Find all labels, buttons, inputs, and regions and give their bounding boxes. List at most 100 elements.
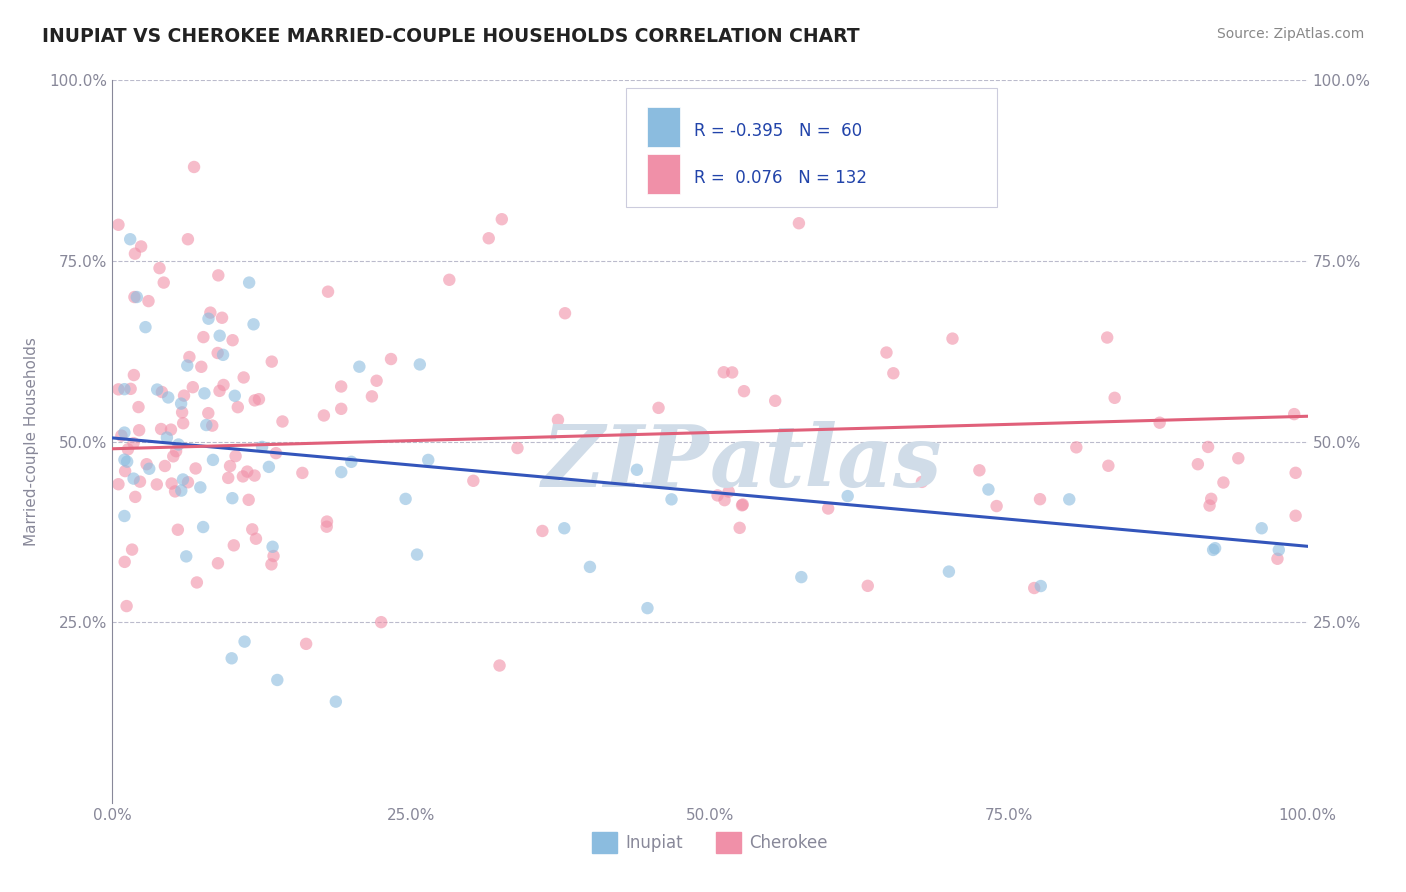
Point	[117, 442, 139, 457]
Text: ZIP: ZIP	[543, 421, 710, 505]
Point	[208, 384, 231, 398]
Point	[1197, 440, 1219, 454]
Point	[245, 532, 267, 546]
Point	[439, 273, 461, 287]
Point	[177, 232, 200, 246]
Point	[370, 615, 392, 630]
Point	[1029, 492, 1052, 507]
Point	[128, 400, 150, 414]
Point	[201, 418, 224, 433]
Point	[191, 520, 214, 534]
Point	[211, 310, 233, 325]
Point	[176, 359, 198, 373]
Point	[200, 305, 222, 319]
Point	[174, 549, 197, 564]
Point	[148, 261, 170, 276]
Point	[547, 413, 569, 427]
Point	[221, 651, 243, 665]
Point	[1227, 451, 1250, 466]
Point	[114, 452, 135, 467]
Point	[224, 389, 246, 403]
Point	[1285, 508, 1308, 523]
Point	[156, 431, 179, 445]
FancyBboxPatch shape	[627, 87, 997, 207]
Point	[1199, 491, 1222, 506]
Point	[406, 548, 429, 562]
Point	[114, 382, 135, 396]
Point	[728, 521, 751, 535]
Point	[165, 444, 187, 458]
Point	[128, 423, 150, 437]
Point	[153, 458, 176, 473]
Point	[787, 216, 810, 230]
Point	[114, 425, 135, 440]
Point	[260, 354, 283, 368]
Point	[107, 218, 129, 232]
Point	[1198, 499, 1220, 513]
Point	[491, 212, 513, 227]
Point	[1057, 492, 1080, 507]
Point	[121, 542, 143, 557]
Point	[554, 306, 576, 320]
Point	[129, 239, 152, 253]
Point	[316, 515, 339, 529]
Text: R =  0.076   N = 132: R = 0.076 N = 132	[695, 169, 868, 186]
Point	[463, 474, 485, 488]
Text: Source: ZipAtlas.com: Source: ZipAtlas.com	[1216, 27, 1364, 41]
Point	[1097, 458, 1119, 473]
Point	[721, 366, 744, 380]
Point	[295, 637, 318, 651]
Point	[114, 555, 136, 569]
Point	[706, 488, 728, 502]
Point	[1212, 475, 1234, 490]
Point	[188, 480, 211, 494]
Point	[817, 501, 839, 516]
Point	[207, 268, 229, 283]
Point	[713, 365, 735, 379]
Point	[243, 393, 266, 408]
Point	[193, 386, 215, 401]
Point	[184, 461, 207, 475]
Point	[250, 440, 273, 454]
Point	[330, 379, 353, 393]
Point	[150, 422, 173, 436]
Point	[172, 405, 194, 419]
Point	[193, 330, 215, 344]
Point	[146, 477, 169, 491]
Point	[260, 558, 283, 572]
Point	[1187, 457, 1209, 471]
Point	[107, 477, 129, 491]
Point	[160, 476, 183, 491]
Point	[240, 522, 263, 536]
Point	[349, 359, 371, 374]
Point	[114, 508, 135, 523]
Point	[124, 490, 146, 504]
Point	[207, 556, 229, 570]
Point	[120, 382, 142, 396]
Point	[138, 294, 160, 309]
Point	[1268, 542, 1291, 557]
Point	[170, 396, 193, 410]
Point	[208, 328, 231, 343]
Point	[1267, 551, 1289, 566]
Point	[138, 462, 160, 476]
Point	[221, 333, 243, 347]
Point	[167, 437, 190, 451]
Point	[763, 393, 786, 408]
Point	[882, 366, 904, 380]
Point	[579, 560, 602, 574]
Point	[531, 524, 554, 538]
Point	[553, 521, 575, 535]
Point	[197, 406, 219, 420]
Point	[195, 417, 218, 432]
Bar	[647, 107, 681, 147]
Text: atlas: atlas	[710, 421, 942, 505]
Point	[170, 483, 193, 498]
Point	[107, 383, 129, 397]
Point	[115, 455, 138, 469]
Point	[626, 463, 648, 477]
Y-axis label: Married-couple Households: Married-couple Households	[24, 337, 38, 546]
Point	[637, 601, 659, 615]
Point	[938, 565, 960, 579]
Point	[162, 450, 184, 464]
